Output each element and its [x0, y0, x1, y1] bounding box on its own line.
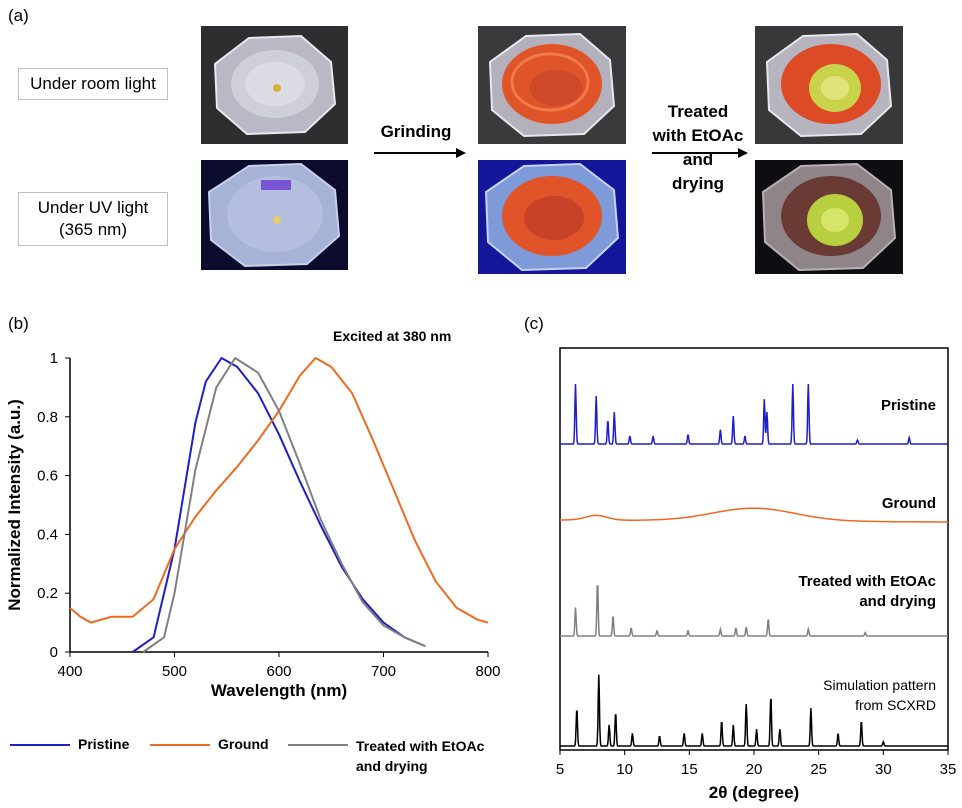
x-tick-label: 15 — [681, 761, 698, 778]
label-treated: Treated with EtOAc — [798, 573, 936, 590]
legend-swatch-ground — [150, 744, 210, 746]
x-tick-label: 20 — [746, 761, 763, 778]
x-tick-label: 25 — [810, 761, 827, 778]
y-axis-title: Normalized Intensity (a.u.) — [5, 399, 24, 611]
photo-treated-uv-light — [755, 160, 903, 274]
panel-a-label: (a) — [8, 6, 29, 25]
photo-pristine-uv-light — [201, 160, 348, 270]
y-tick-label: 1 — [50, 350, 58, 367]
series-pristine-line — [132, 357, 426, 653]
trace-treated — [560, 585, 948, 637]
row-label-room-light: Under room light — [18, 68, 168, 100]
photo-pristine-room-light — [201, 26, 348, 144]
x-tick-label: 10 — [616, 761, 633, 778]
label-pristine: Pristine — [881, 397, 936, 414]
series-treated-line — [142, 357, 426, 653]
y-tick-label: 0.2 — [37, 585, 58, 602]
legend-label-ground: Ground — [218, 736, 269, 752]
row-label-uv-light: Under UV light (365 nm) — [18, 192, 168, 246]
x-axis-title: 2θ (degree) — [709, 783, 799, 802]
trace-simulation — [560, 674, 948, 747]
arrow-label-treated: Treated with EtOAc and drying — [652, 102, 744, 193]
legend-swatch-treated — [288, 744, 348, 746]
panel-b-label: (b) — [8, 314, 29, 333]
trace-pristine — [560, 383, 948, 445]
x-axis-title: Wavelength (nm) — [211, 681, 347, 700]
emission-spectra-chart: 400 500 600 700 800 0 0.2 0.4 0.6 0.8 1 Wavelength … — [5, 350, 500, 700]
label-simulation: Simulation pattern — [823, 677, 936, 693]
y-tick-label: 0 — [50, 644, 58, 661]
series-ground-line — [69, 357, 489, 624]
legend-swatch-pristine — [10, 744, 70, 746]
legend-label-pristine: Pristine — [78, 736, 130, 752]
treated-arrow — [652, 148, 748, 158]
chart-legend: Pristine Ground Treated with EtOAc and d… — [10, 736, 490, 786]
photo-ground-room-light — [478, 26, 626, 144]
y-tick-label: 0.8 — [37, 409, 58, 426]
x-tick-label: 5 — [556, 761, 564, 778]
x-tick-label: 700 — [371, 663, 396, 680]
label-ground: Ground — [882, 495, 936, 512]
arrow-label-grinding: Grinding — [380, 122, 452, 141]
x-tick-label: 800 — [475, 663, 500, 680]
y-tick-label: 0.6 — [37, 468, 58, 485]
pxrd-chart: 5 10 15 20 25 30 35 2θ (degree) Pristine Ground Tr… — [556, 347, 957, 802]
y-tick-label: 0.4 — [37, 526, 58, 543]
grinding-arrow — [374, 148, 466, 158]
x-tick-label: 500 — [162, 663, 187, 680]
excitation-note: Excited at 380 nm — [333, 328, 452, 344]
x-tick-label: 400 — [57, 663, 82, 680]
photo-treated-room-light — [755, 26, 903, 144]
trace-ground — [560, 507, 948, 523]
label-simulation-line2: from SCXRD — [855, 697, 936, 713]
label-treated-line2: and drying — [859, 593, 936, 610]
x-tick-label: 600 — [266, 663, 291, 680]
x-tick-label: 35 — [940, 761, 957, 778]
panel-c-label: (c) — [524, 314, 544, 333]
legend-label-treated: Treated with EtOAc and drying — [356, 738, 485, 774]
photo-ground-uv-light — [478, 160, 626, 274]
x-tick-label: 30 — [875, 761, 892, 778]
